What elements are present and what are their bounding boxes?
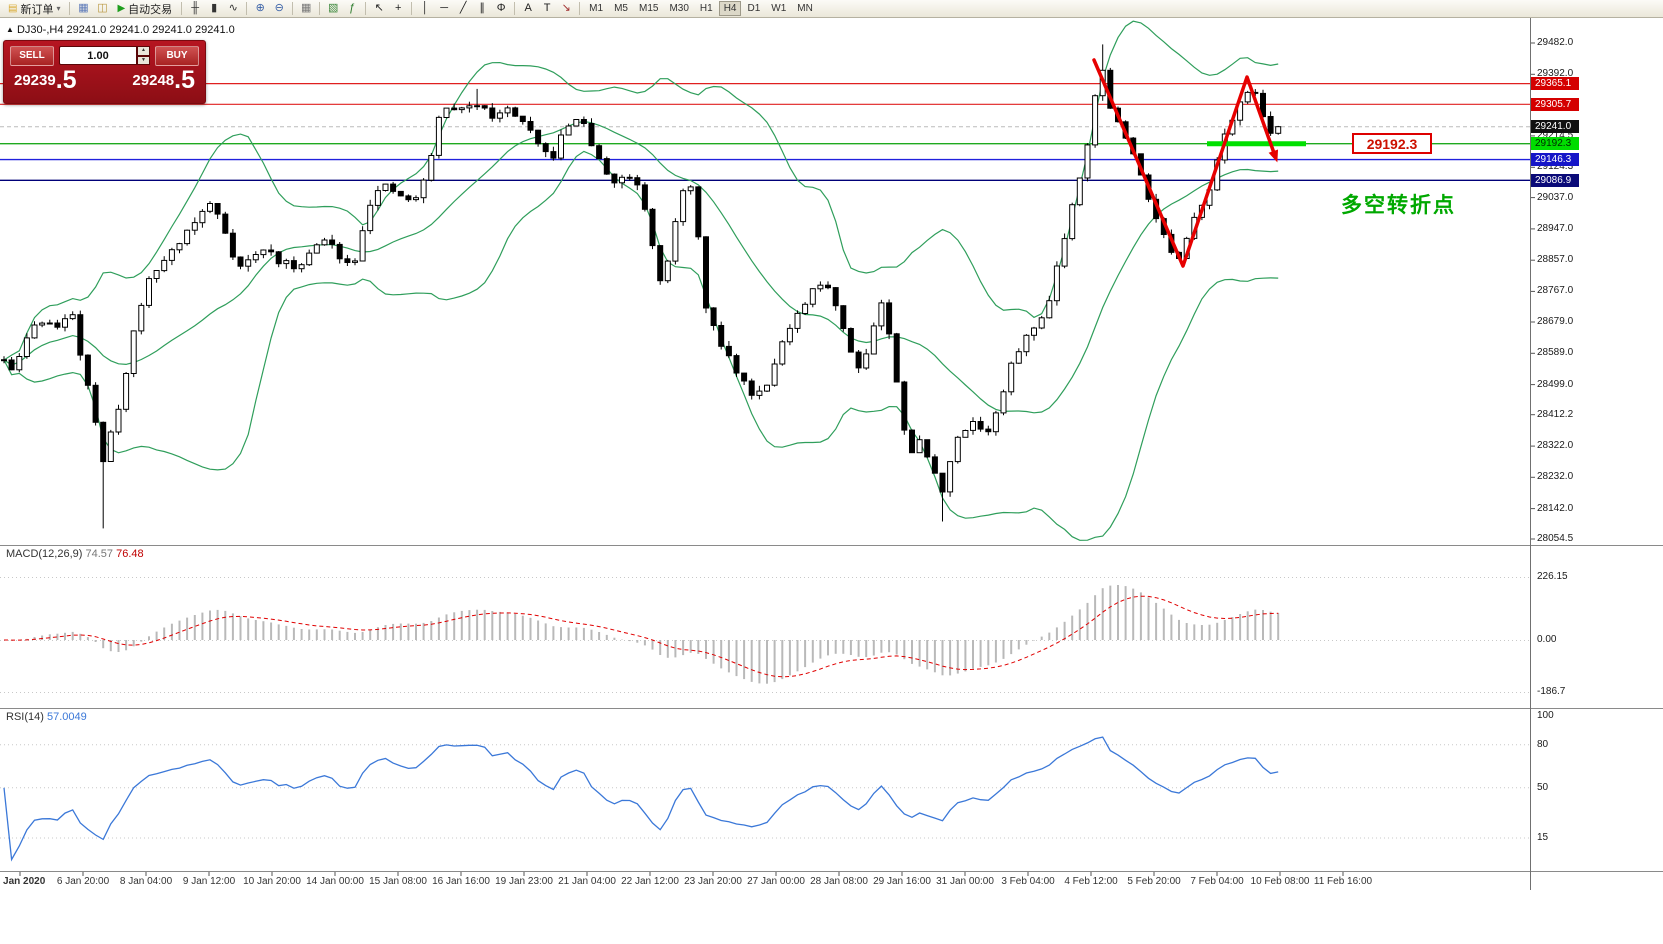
sell-price[interactable]: 29239.5	[14, 66, 77, 94]
vline-icon[interactable]: │	[416, 1, 434, 17]
hline-icon[interactable]: ─	[435, 1, 453, 17]
turning-point-annotation[interactable]: 多空转折点	[1341, 194, 1456, 217]
timeframe-button-mn[interactable]: MN	[792, 1, 818, 16]
toolbar-separator	[246, 2, 248, 15]
toolbar-separator	[181, 2, 183, 15]
text-icon[interactable]: A	[519, 1, 537, 17]
tile-windows-icon[interactable]: ▦	[297, 1, 315, 17]
toolbar-button-label: 新订单	[20, 3, 54, 16]
zoom-in-icon[interactable]: ⊕	[251, 1, 269, 17]
timeframe-button-m1[interactable]: M1	[584, 1, 608, 16]
buy-price[interactable]: 29248.5	[132, 66, 195, 94]
toolbar-separator	[411, 2, 413, 15]
timeframe-button-h4[interactable]: H4	[718, 1, 742, 16]
new-order-icon: ▤	[8, 3, 18, 14]
indicators-icon[interactable]: ƒ	[343, 1, 361, 17]
new-chart-icon[interactable]: ▧	[324, 1, 342, 17]
autotrading-button[interactable]: ▶ 自动交易	[112, 1, 177, 17]
toolbar-separator	[319, 2, 321, 15]
toolbar-separator	[579, 2, 581, 15]
macd-indicator-label: MACD(12,26,9) 74.57 76.48	[6, 548, 144, 560]
text-label-icon[interactable]: T	[538, 1, 556, 17]
volume-stepper: 1.00 ▲ ▼	[59, 46, 150, 65]
autotrading-icon: ▶	[117, 3, 126, 14]
timeframe-button-m5[interactable]: M5	[609, 1, 633, 16]
symbol-ohlc-line: ▲ DJ30-,H4 29241.0 29241.0 29241.0 29241…	[6, 24, 235, 36]
volume-down-button[interactable]: ▼	[137, 55, 150, 65]
dropdown-caret-icon: ▾	[56, 4, 61, 13]
volume-input[interactable]: 1.00	[59, 46, 137, 65]
trendline-icon[interactable]: ╱	[454, 1, 472, 17]
bar-chart-icon[interactable]: ╫	[186, 1, 204, 17]
volume-up-button[interactable]: ▲	[137, 46, 150, 56]
crosshair-icon[interactable]: +	[389, 1, 407, 17]
toolbar-separator	[365, 2, 367, 15]
toolbar-separator	[292, 2, 294, 15]
arrow-icon[interactable]: ↘	[557, 1, 575, 17]
buy-button[interactable]: BUY	[155, 45, 199, 66]
candlestick-icon[interactable]: ▮	[205, 1, 223, 17]
main-toolbar: ▤ 新订单 ▾ ▦ ◫ ▶ 自动交易 ╫ ▮ ∿ ⊕ ⊖ ▦ ▧ ƒ ↖ + │ ─ ╱ ∥ Φ A T ↘ M1 M5 M15 M30…	[0, 0, 1663, 18]
profiles-icon[interactable]: ◫	[93, 1, 111, 17]
charts-grid-icon[interactable]: ▦	[74, 1, 92, 17]
sell-button[interactable]: SELL	[10, 45, 54, 66]
one-click-trade-panel: SELL 1.00 ▲ ▼ BUY 29239.5 29248.5	[3, 40, 206, 104]
fibonacci-icon[interactable]: Φ	[492, 1, 510, 17]
zoom-out-icon[interactable]: ⊖	[270, 1, 288, 17]
ohlc-values: 29241.0 29241.0 29241.0 29241.0	[66, 24, 235, 36]
line-chart-icon[interactable]: ∿	[224, 1, 242, 17]
toolbar-separator	[69, 2, 71, 15]
new-order-button[interactable]: ▤ 新订单 ▾	[3, 1, 65, 17]
symbol-name: DJ30-,H4	[16, 24, 64, 36]
cursor-icon[interactable]: ↖	[370, 1, 388, 17]
toolbar-button-label: 自动交易	[128, 3, 173, 16]
timeframe-button-w1[interactable]: W1	[766, 1, 791, 16]
price-callout-label[interactable]: 29192.3	[1352, 133, 1432, 154]
timeframe-button-m30[interactable]: M30	[664, 1, 693, 16]
symbol-arrow-icon: ▲	[6, 25, 14, 34]
toolbar-separator	[514, 2, 516, 15]
rsi-indicator-label: RSI(14) 57.0049	[6, 711, 87, 723]
timeframe-button-h1[interactable]: H1	[695, 1, 718, 16]
channel-icon[interactable]: ∥	[473, 1, 491, 17]
timeframe-button-m15[interactable]: M15	[634, 1, 663, 16]
timeframe-button-d1[interactable]: D1	[742, 1, 765, 16]
